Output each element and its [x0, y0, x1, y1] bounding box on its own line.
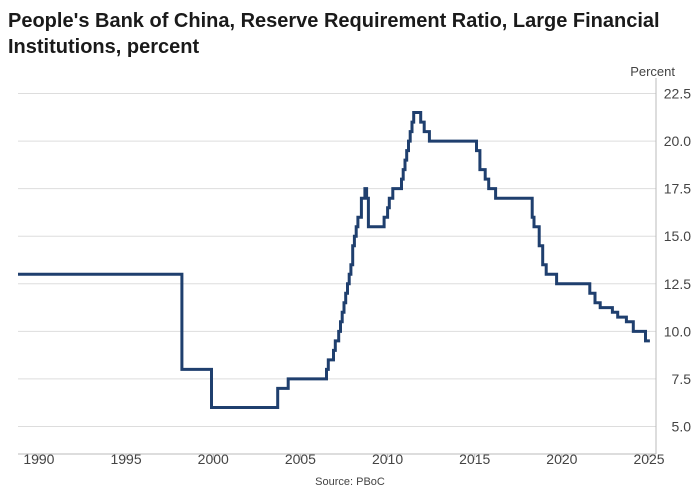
- y-tick-label: 17.5: [664, 181, 691, 197]
- x-tick-label: 2015: [459, 451, 490, 467]
- x-tick-label: 2025: [633, 451, 664, 467]
- x-tick-label: 1995: [110, 451, 141, 467]
- x-tick-label: 2005: [285, 451, 316, 467]
- series-line-rrr: [18, 111, 650, 409]
- y-tick-label: 10.0: [664, 323, 691, 339]
- x-tick-label: 1990: [23, 451, 54, 467]
- y-axis-unit-label: Percent: [630, 64, 675, 79]
- x-tick-label: 2020: [546, 451, 577, 467]
- y-tick-label: 5.0: [672, 418, 692, 434]
- y-tick-label: 20.0: [664, 133, 691, 149]
- y-tick-label: 7.5: [672, 371, 692, 387]
- y-tick-label: 15.0: [664, 228, 691, 244]
- y-tick-labels: 5.0 7.5 10.0 12.5 15.0 17.5 20.0 22.5: [664, 86, 691, 435]
- source-note: Source: PBoC: [315, 476, 385, 488]
- x-tick-label: 2000: [198, 451, 229, 467]
- series-layer: [18, 111, 650, 409]
- chart-title: People's Bank of China, Reserve Requirem…: [8, 10, 660, 58]
- x-tick-label: 2010: [372, 451, 403, 467]
- y-tick-label: 12.5: [664, 276, 691, 292]
- x-tick-labels: 1990 1995 2000 2005 2010 2015 2020 2025: [23, 451, 664, 467]
- y-tick-label: 22.5: [664, 86, 691, 102]
- gridlines: [18, 93, 656, 427]
- axes: [18, 78, 657, 460]
